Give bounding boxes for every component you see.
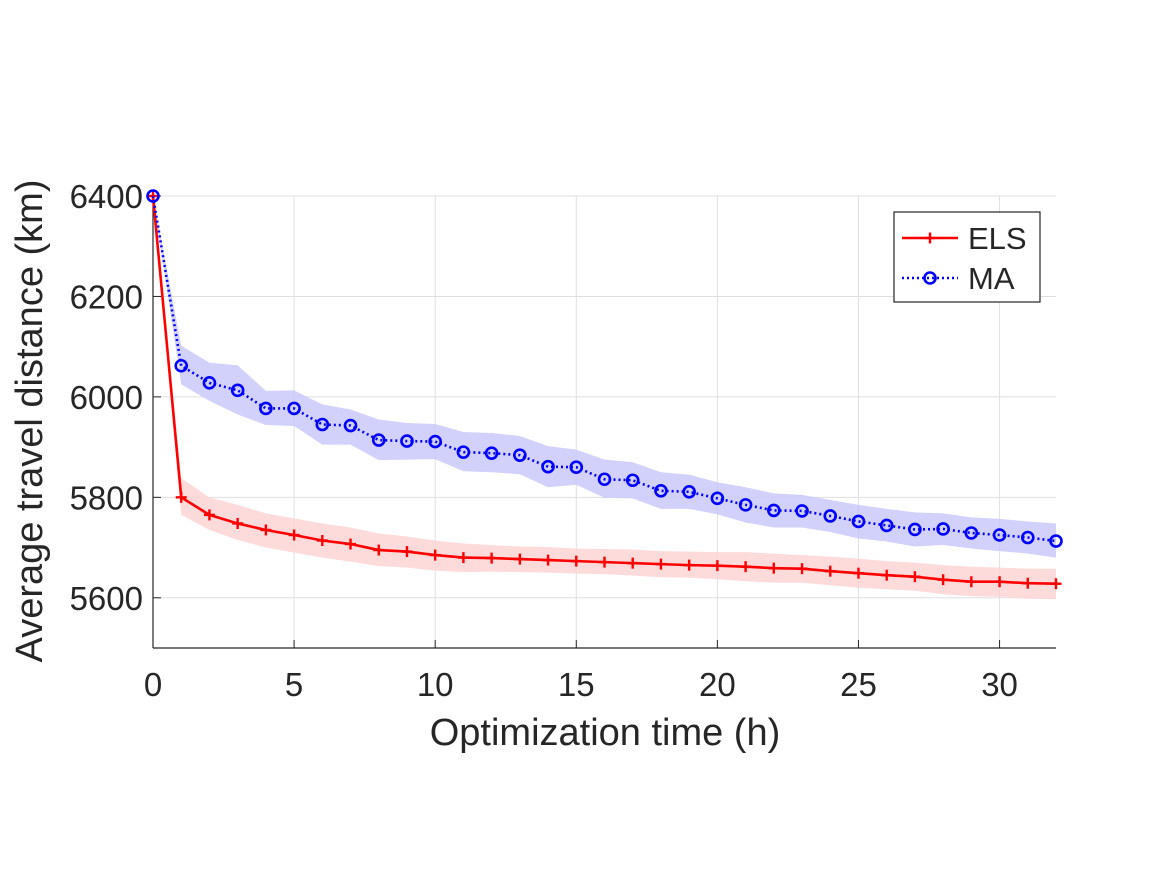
x-tick-label: 30 bbox=[981, 666, 1018, 703]
els-point bbox=[852, 567, 864, 579]
x-tick-label: 25 bbox=[840, 666, 877, 703]
els-point bbox=[881, 569, 893, 581]
tick-labels: 0 5 10 15 20 25 30 5600 5800 6000 6200 6400 bbox=[70, 178, 1018, 703]
ma-point bbox=[682, 485, 696, 499]
x-tick-label: 0 bbox=[144, 666, 162, 703]
legend-marker-els bbox=[924, 232, 936, 244]
y-tick-label: 6200 bbox=[70, 278, 143, 315]
els-point bbox=[796, 563, 808, 575]
els-point bbox=[768, 562, 780, 574]
els-point bbox=[655, 558, 667, 570]
els-point bbox=[457, 552, 469, 564]
els-point bbox=[965, 576, 977, 588]
y-tick-label: 5800 bbox=[70, 479, 143, 516]
ma-point bbox=[710, 491, 725, 506]
els-point bbox=[937, 574, 949, 586]
legend-marker-ma bbox=[923, 271, 937, 285]
ma-point bbox=[174, 358, 189, 373]
series-lines bbox=[146, 189, 1063, 590]
els-point bbox=[260, 524, 272, 536]
els-point bbox=[429, 549, 441, 561]
ma-point bbox=[908, 522, 922, 537]
ma-point bbox=[371, 433, 386, 447]
ma-line bbox=[151, 195, 1057, 543]
els-markers bbox=[147, 190, 1062, 590]
ma-point bbox=[259, 401, 273, 416]
els-point bbox=[1022, 577, 1034, 589]
y-tick-label: 6000 bbox=[70, 379, 143, 416]
legend: ELS MA bbox=[893, 211, 1041, 303]
ma-point bbox=[964, 526, 979, 540]
ma-point bbox=[879, 518, 894, 533]
els-point bbox=[740, 561, 752, 573]
x-tick-label: 20 bbox=[699, 666, 736, 703]
axes bbox=[152, 195, 1056, 649]
ma-point bbox=[484, 446, 499, 460]
ma-point bbox=[992, 528, 1007, 542]
els-point bbox=[909, 571, 921, 583]
ma-point bbox=[146, 189, 160, 203]
ma-markers bbox=[146, 189, 1063, 548]
ma-point bbox=[569, 460, 584, 475]
ma-point bbox=[513, 448, 527, 462]
els-point bbox=[486, 552, 498, 564]
y-tick-label: 5600 bbox=[70, 580, 143, 617]
els-point bbox=[232, 517, 244, 529]
ma-point bbox=[625, 473, 640, 488]
x-tick-label: 5 bbox=[285, 666, 303, 703]
els-point bbox=[824, 565, 836, 577]
ma-point bbox=[654, 484, 668, 498]
ma-point bbox=[738, 498, 753, 512]
els-point bbox=[175, 491, 187, 503]
els-point bbox=[203, 509, 215, 521]
ma-point bbox=[343, 418, 358, 433]
els-point bbox=[1050, 578, 1062, 590]
legend-label-els: ELS bbox=[968, 221, 1027, 256]
ma-point bbox=[1049, 534, 1063, 548]
els-point bbox=[514, 553, 526, 565]
ma-point bbox=[1020, 530, 1035, 545]
els-point bbox=[542, 554, 554, 566]
els-point bbox=[627, 557, 639, 569]
els-point bbox=[316, 535, 328, 547]
x-tick-label: 10 bbox=[417, 666, 454, 703]
els-point bbox=[401, 546, 413, 558]
ma-point bbox=[428, 434, 442, 449]
els-point bbox=[711, 560, 723, 572]
ma-point bbox=[456, 445, 471, 459]
ma-point bbox=[823, 509, 838, 523]
els-point bbox=[373, 544, 385, 556]
y-axis-label: Average travel distance (km) bbox=[9, 180, 51, 663]
els-point bbox=[288, 529, 300, 541]
ma-point bbox=[315, 417, 330, 432]
x-tick-label: 15 bbox=[558, 666, 595, 703]
ma-point bbox=[767, 503, 781, 518]
y-tick-label: 6400 bbox=[70, 178, 143, 215]
ma-point bbox=[851, 514, 866, 529]
ma-point bbox=[230, 383, 245, 398]
els-point bbox=[994, 576, 1006, 588]
els-point bbox=[599, 556, 610, 568]
ma-point bbox=[541, 459, 555, 474]
els-point bbox=[683, 559, 695, 571]
legend-box bbox=[893, 211, 1041, 303]
ma-point bbox=[936, 522, 950, 536]
ma-point bbox=[597, 472, 612, 487]
els-point bbox=[570, 555, 582, 567]
legend-label-ma: MA bbox=[968, 261, 1015, 296]
ma-point bbox=[202, 376, 217, 390]
ma-point bbox=[400, 434, 414, 448]
ma-point bbox=[795, 504, 809, 518]
ma-point bbox=[287, 401, 301, 416]
els-point bbox=[345, 538, 357, 550]
x-axis-label: Optimization time (h) bbox=[430, 712, 781, 754]
